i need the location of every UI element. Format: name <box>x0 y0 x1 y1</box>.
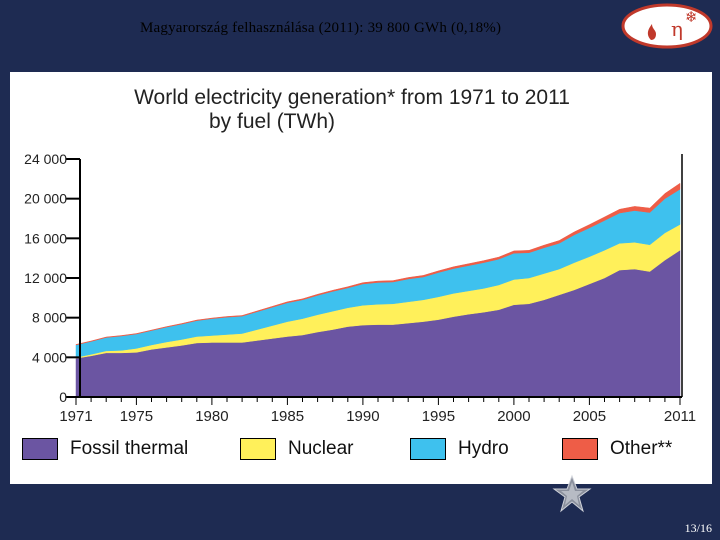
title-bar <box>0 0 720 72</box>
y-tick-label: 20 000 <box>24 191 67 207</box>
legend-fossil: Fossil thermal <box>22 434 188 464</box>
x-tick-label: 2000 <box>497 408 530 425</box>
x-tick-label: 1985 <box>271 408 304 425</box>
legend-other: Other** <box>562 434 672 464</box>
page-number: 13/16 <box>684 521 712 535</box>
y-tick-label: 16 000 <box>24 230 67 246</box>
legend-label-other: Other** <box>610 438 673 459</box>
y-tick-label: 8 000 <box>32 310 67 326</box>
y-tick-label: 12 000 <box>24 270 67 286</box>
eta-icon: η <box>671 17 683 41</box>
chart-title-line1: World electricity generation* from 1971 … <box>134 86 570 109</box>
star-icon <box>552 474 592 513</box>
logo: η ❄ <box>621 3 713 49</box>
legend-swatch-fossil <box>22 438 58 460</box>
legend-hydro: Hydro <box>410 434 509 464</box>
chart-panel: World electricity generation* from 1971 … <box>10 72 712 484</box>
legend-label-fossil: Fossil thermal <box>70 438 189 459</box>
x-tick-label: 2005 <box>573 408 606 425</box>
legend-nuclear: Nuclear <box>240 434 353 464</box>
flame-icon <box>647 24 656 40</box>
y-tick-label: 4 000 <box>32 349 67 365</box>
legend-swatch-hydro <box>410 438 446 460</box>
legend-label-hydro: Hydro <box>458 438 509 459</box>
x-tick-label: 1975 <box>120 408 153 425</box>
x-tick-label: 2011 <box>664 408 696 425</box>
chart-title-line2: by fuel (TWh) <box>209 110 335 133</box>
x-tick-label: 1995 <box>422 408 455 425</box>
y-tick-label: 0 <box>59 389 67 405</box>
x-tick-label: 1980 <box>195 408 228 425</box>
x-tick-label: 1990 <box>346 408 379 425</box>
legend-swatch-other <box>562 438 598 460</box>
y-tick-label: 24 000 <box>24 151 67 167</box>
legend-swatch-nuclear <box>240 438 276 460</box>
legend-label-nuclear: Nuclear <box>288 438 354 459</box>
snowflake-icon: ❄ <box>685 8 698 26</box>
x-tick-label: 1971 <box>59 408 92 425</box>
slide-title: Magyarország felhasználása (2011): 39 80… <box>140 20 502 36</box>
chart: World electricity generation* from 1971 … <box>24 86 696 425</box>
area-series-other <box>75 182 681 346</box>
